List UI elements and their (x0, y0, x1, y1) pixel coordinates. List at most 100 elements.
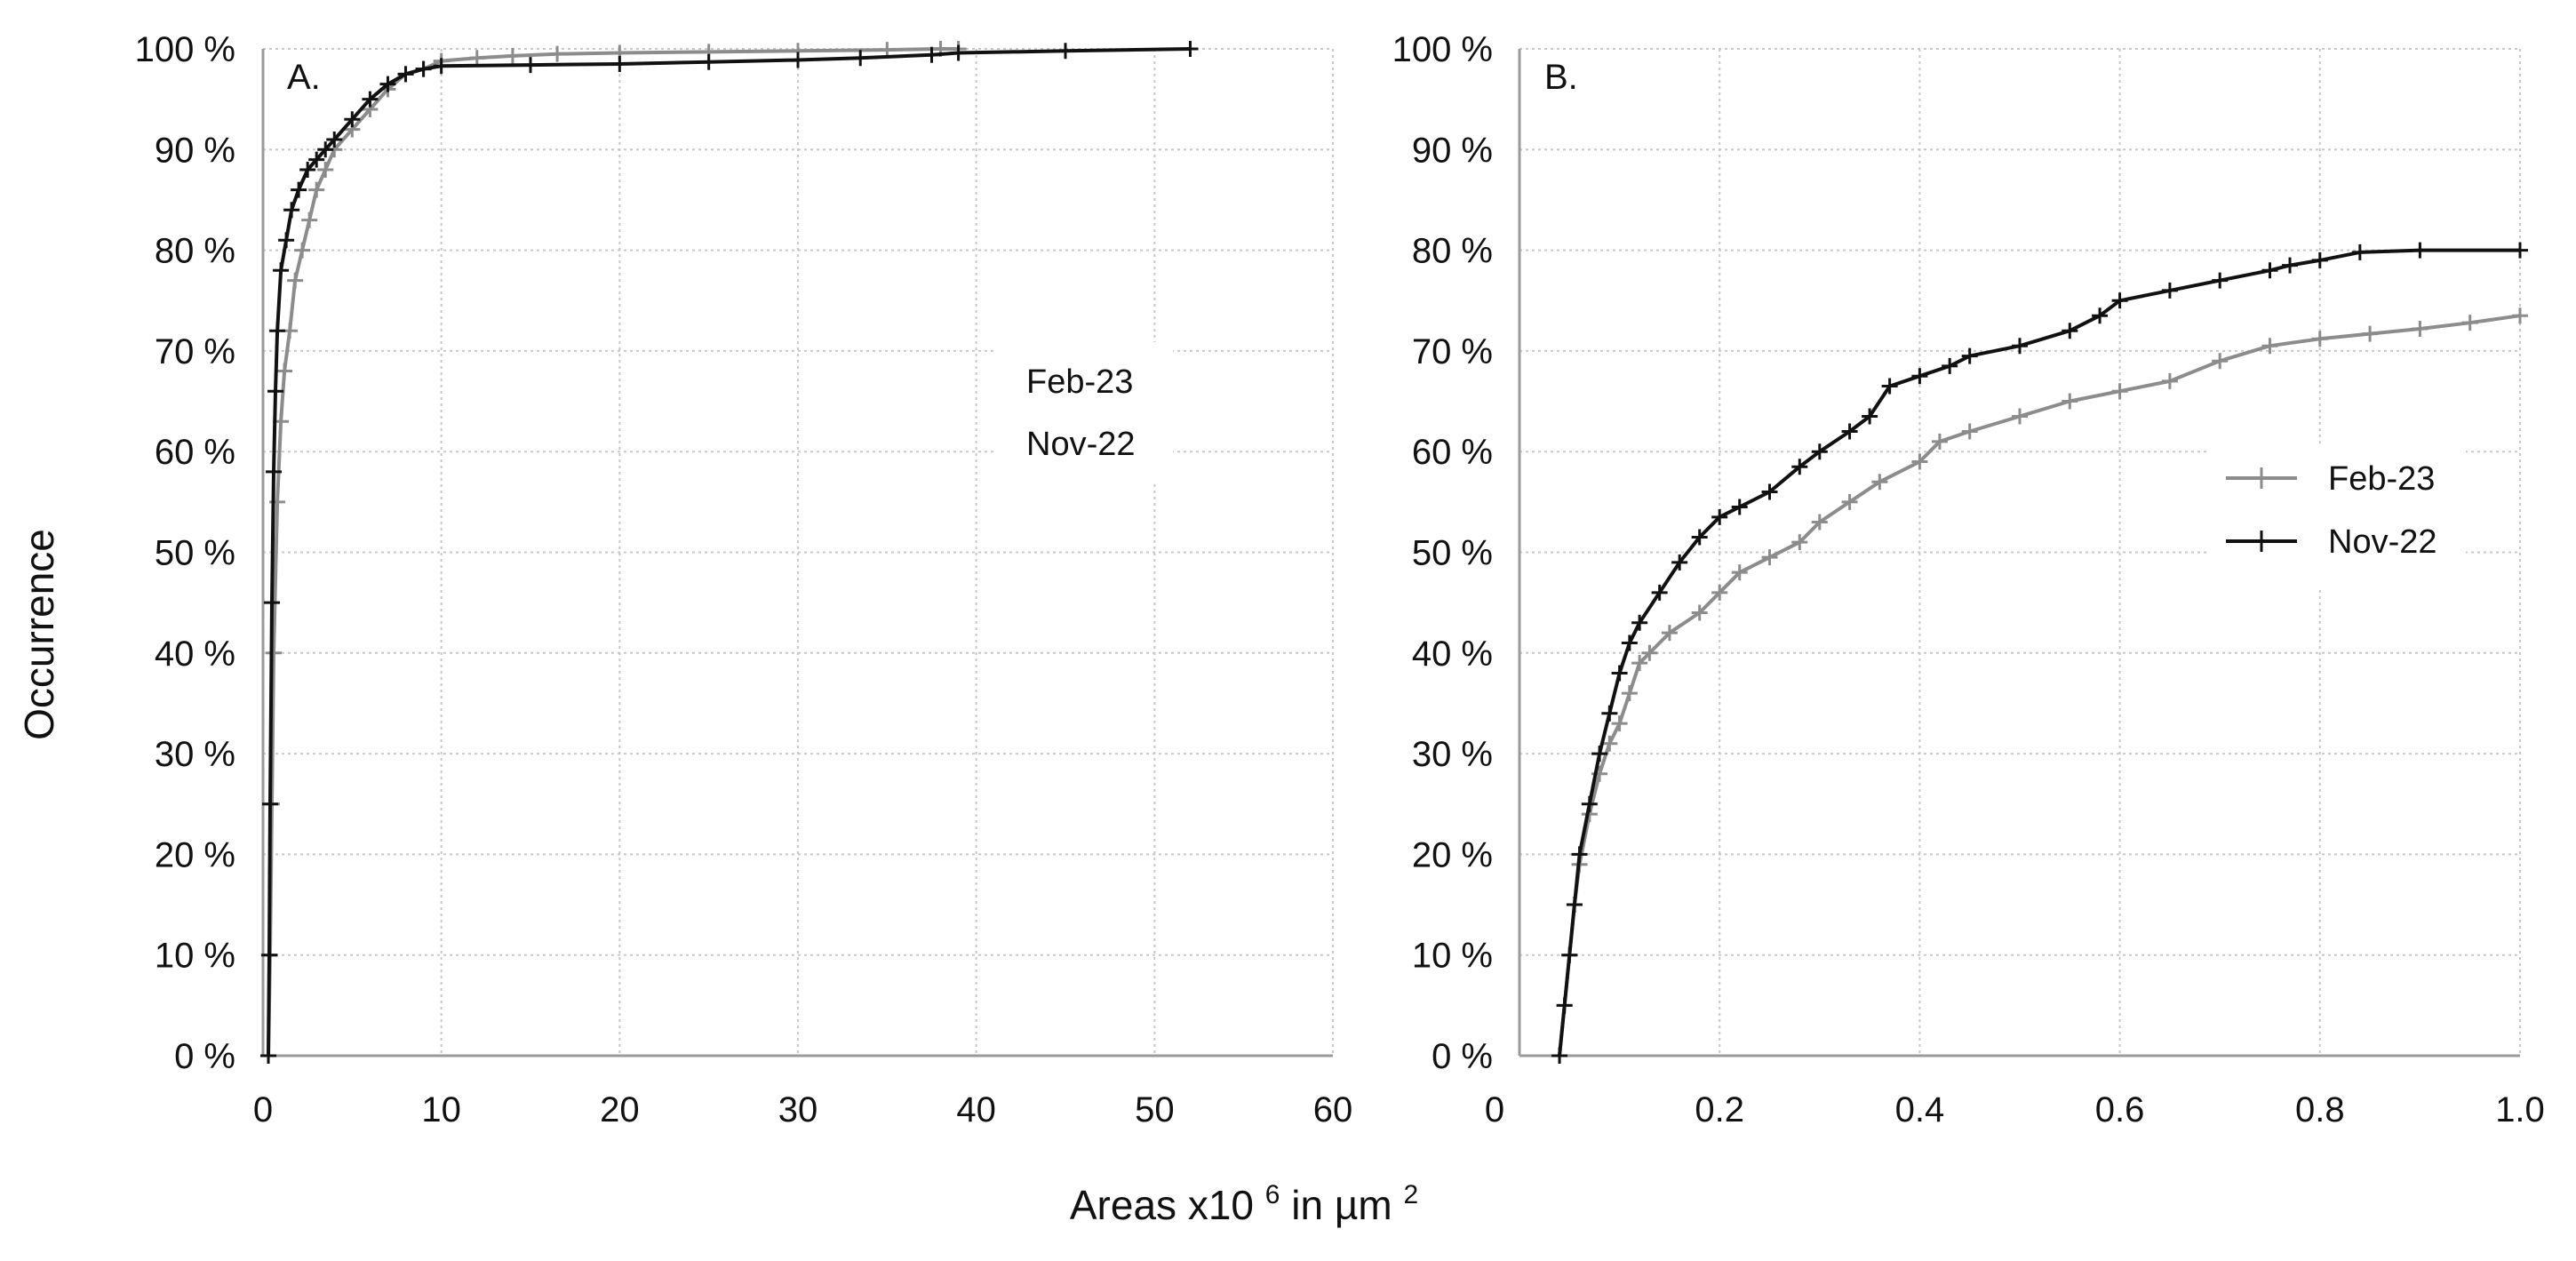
panel-b-marker-nov22 (2161, 282, 2178, 299)
panel-b-marker-feb23 (2161, 372, 2178, 389)
panel-b-marker-nov22 (1601, 705, 1618, 722)
panel-b-marker-feb23 (2212, 353, 2229, 370)
panel-b-marker-nov22 (1691, 529, 1708, 546)
panel-a-marker-nov22 (291, 181, 307, 198)
panel-a-marker-feb23 (294, 242, 311, 259)
panel-a-series-nov22 (260, 41, 1199, 1064)
x-axis-title-unit-exponent: 2 (1403, 1180, 1418, 1209)
panel-a-xtick-label: 10 (421, 1090, 461, 1129)
panel-b-marker-nov22 (1791, 459, 1808, 475)
panel-b-marker-nov22 (1571, 846, 1588, 863)
panel-a-marker-nov22 (700, 53, 717, 70)
panel-b-marker-nov22 (1862, 408, 1878, 425)
panel-b-series-nov22 (1551, 242, 2528, 1064)
panel-a-marker-nov22 (611, 55, 628, 72)
panel-a-marker-feb23 (301, 211, 318, 228)
panel-a-marker-nov22 (379, 76, 396, 92)
panel-b-ytick-label: 20 % (1412, 835, 1493, 874)
panel-b-ytick-label: 90 % (1412, 131, 1493, 170)
panel-a-legend-feb23: Feb-23 (1026, 363, 1133, 401)
panel-a-marker-nov22 (264, 595, 281, 611)
panel-b-marker-feb23 (1601, 735, 1618, 752)
panel-b-marker-feb23 (2461, 315, 2478, 331)
panel-a-legend: Feb-23 Nov-22 (995, 342, 1173, 484)
panel-a-marker-feb23 (549, 45, 566, 62)
panel-b-marker-feb23 (2111, 383, 2128, 400)
panel-b-marker-nov22 (1942, 357, 1958, 374)
panel-a-yticks: 0 % 10 % 20 % 30 % 40 % 50 % 60 % 70 % 80 % 90 % 1… (135, 30, 235, 1076)
panel-b-marker-feb23 (2261, 338, 2278, 355)
panel-a-marker-nov22 (433, 58, 450, 75)
panel-b-marker-feb23 (2062, 393, 2078, 410)
panel-a-xtick-label: 40 (956, 1090, 996, 1129)
panel-a-marker-nov22 (262, 795, 279, 812)
panel-a-marker-nov22 (269, 323, 286, 339)
panel-a-marker-feb23 (287, 272, 304, 289)
panel-b-xtick-label: 1.0 (2495, 1090, 2545, 1129)
panel-a-marker-nov22 (362, 91, 379, 108)
panel-b-marker-nov22 (1811, 443, 1828, 460)
panel-a-marker-feb23 (468, 50, 485, 67)
panel-b-legend-nov22: Nov-22 (2328, 523, 2437, 561)
panel-a-marker-feb23 (317, 161, 334, 178)
panel-b-marker-nov22 (2351, 243, 2368, 260)
panel-b-legend-background (2208, 444, 2466, 587)
panel-b-marker-feb23 (1791, 534, 1808, 551)
panel-b-xticks: 0 0.2 0.4 0.6 0.8 1.0 (1485, 1090, 2545, 1129)
panel-b-ytick-label: 60 % (1412, 433, 1493, 472)
panel-b-marker-feb23 (1641, 644, 1658, 661)
panel-a-line-nov22 (267, 47, 1191, 1057)
x-axis-title-exponent: 6 (1265, 1180, 1280, 1209)
panel-b-legend: Feb-23 Nov-22 (2208, 444, 2466, 587)
panel-b-xtick-label: 0 (1485, 1090, 1504, 1129)
panel-b-marker-nov22 (2212, 272, 2229, 289)
panel-b-marker-nov22 (1881, 378, 1898, 395)
panel-b-xtick-label: 0.8 (2295, 1090, 2345, 1129)
panel-b-marker-feb23 (2311, 331, 2328, 347)
panel-b-marker-feb23 (1871, 474, 1888, 491)
panel-b-marker-nov22 (1961, 347, 1978, 364)
panel-b-marker-nov22 (1651, 584, 1668, 601)
panel-b-yticks: 0 % 10 % 20 % 30 % 40 % 50 % 60 % 70 % 80 % 90 % 1… (1392, 30, 1493, 1076)
panel-b-marker-nov22 (1566, 897, 1583, 914)
panel-a-ytick-label: 50 % (155, 534, 235, 573)
panel-a-grid (262, 48, 1334, 1057)
panel-a-ytick-label: 40 % (155, 634, 235, 674)
panel-a-xtick-label: 50 (1135, 1090, 1175, 1129)
x-axis-title: Areas x10 6 in µm 2 (1070, 1166, 1418, 1228)
panel-b-ytick-label: 0 % (1432, 1037, 1493, 1076)
panel-b-marker-feb23 (1631, 655, 1648, 672)
panel-b-marker-nov22 (1761, 483, 1778, 500)
panel-a-label: A. (287, 58, 321, 97)
panel-a-legend-nov22: Nov-22 (1026, 426, 1136, 463)
panel-b-marker-nov22 (1841, 423, 1858, 440)
panel-a-xticks: 0 10 20 30 40 50 60 (253, 1090, 1352, 1129)
panel-b-ytick-label: 100 % (1392, 30, 1493, 69)
panel-b-marker-nov22 (1611, 665, 1628, 682)
panel-b-ytick-label: 40 % (1412, 634, 1493, 674)
panel-b-legend-feb23: Feb-23 (2328, 460, 2435, 498)
panel-a-marker-nov22 (299, 161, 316, 178)
panel-b-marker-feb23 (2362, 325, 2379, 342)
panel-a-marker-nov22 (790, 52, 806, 68)
panel-a-marker-nov22 (273, 262, 290, 279)
panel-b-marker-feb23 (1661, 625, 1678, 642)
panel-a-marker-nov22 (344, 111, 361, 128)
panel-a-marker-nov22 (317, 141, 334, 158)
panel-b-marker-feb23 (1911, 453, 1928, 470)
panel-a-marker-nov22 (1182, 41, 1199, 57)
panel-a: 0 % 10 % 20 % 30 % 40 % 50 % 60 % 70 % 80 % 90 % 1… (135, 30, 1353, 1129)
panel-b-ytick-label: 30 % (1412, 735, 1493, 774)
panel-b-marker-nov22 (1911, 368, 1928, 385)
panel-a-ytick-label: 30 % (155, 735, 235, 774)
panel-a-marker-nov22 (267, 383, 284, 400)
panel-a-marker-nov22 (397, 66, 414, 83)
panel-b-ytick-label: 50 % (1412, 534, 1493, 573)
panel-a-marker-nov22 (415, 60, 432, 77)
panel-b-marker-nov22 (1731, 499, 1748, 515)
panel-a-axes (261, 49, 1333, 1057)
panel-b-marker-feb23 (1621, 685, 1638, 702)
panel-b-marker-feb23 (1811, 514, 1828, 531)
panel-b-ytick-label: 10 % (1412, 937, 1493, 976)
